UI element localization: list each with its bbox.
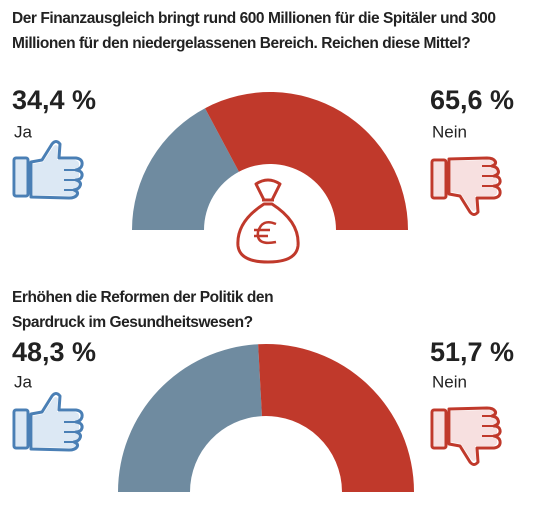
thumb-up-icon <box>12 392 84 452</box>
arc-segment <box>118 344 262 492</box>
category-label: Ja <box>14 372 33 391</box>
thumb-down-icon <box>430 406 502 466</box>
value-label: 48,3 % <box>12 337 96 367</box>
thumb-down-icon <box>430 156 502 216</box>
money-bag-icon <box>236 178 300 264</box>
chart-title: Der Finanzausgleich bringt rund 600 Mill… <box>12 10 496 52</box>
category-label: Nein <box>432 372 467 391</box>
thumb-up-icon <box>12 140 84 200</box>
value-label: 51,7 % <box>430 337 514 367</box>
value-label: 65,6 % <box>430 85 514 115</box>
chart-title: Erhöhen die Reformen der Politik den Spa… <box>12 289 274 331</box>
arc-segment <box>205 92 408 231</box>
value-label: 34,4 % <box>12 85 96 115</box>
arc-segment <box>132 108 239 230</box>
category-label: Nein <box>432 122 467 141</box>
category-label: Ja <box>14 122 33 141</box>
arc-segment <box>258 344 414 492</box>
